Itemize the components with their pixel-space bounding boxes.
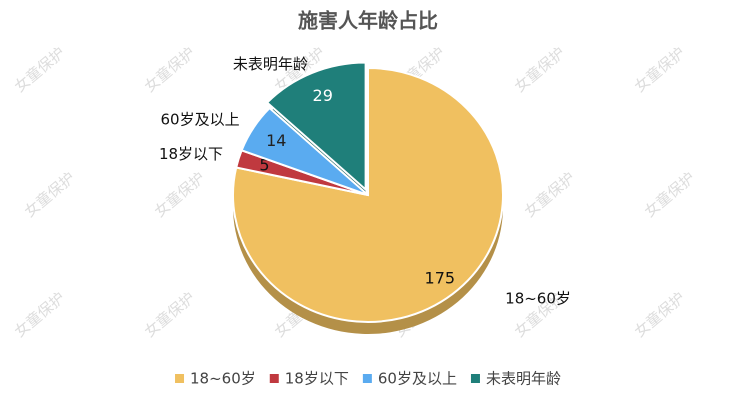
category-label: 18~60岁 (505, 289, 571, 307)
category-label: 18岁以下 (159, 145, 223, 163)
watermark: 女童保护 (141, 43, 199, 95)
watermark: 女童保护 (141, 288, 199, 340)
watermark: 女童保护 (631, 43, 689, 95)
watermark: 女童保护 (11, 43, 69, 95)
value-label: 14 (266, 131, 286, 150)
category-label: 60岁及以上 (161, 110, 240, 128)
watermark: 女童保护 (511, 43, 569, 95)
pie-slice (265, 61, 367, 192)
watermark: 女童保护 (11, 288, 69, 340)
legend-label: 未表明年龄 (486, 370, 561, 388)
legend-swatch (269, 374, 279, 383)
value-label: 5 (259, 156, 269, 175)
watermark: 女童保护 (631, 288, 689, 340)
watermark: 女童保护 (21, 168, 79, 220)
pie-slice (240, 106, 369, 196)
watermark: 女童保护 (151, 168, 209, 220)
legend-label: 18岁以下 (285, 370, 349, 388)
legend-label: 18~60岁 (190, 370, 256, 388)
legend-swatch (470, 374, 480, 383)
chart-title: 施害人年龄占比 (298, 9, 438, 33)
legend: 18~60岁 18岁以下 60岁及以上 未表明年龄 (175, 370, 561, 388)
legend-swatch (175, 374, 185, 383)
watermark: 女童保护 (521, 168, 579, 220)
value-label: 175 (425, 269, 456, 288)
legend-swatch (362, 374, 372, 383)
value-label: 29 (313, 86, 333, 105)
watermark: 女童保护 (641, 168, 699, 220)
legend-label: 60岁及以上 (378, 370, 457, 388)
category-label: 未表明年龄 (233, 55, 308, 73)
